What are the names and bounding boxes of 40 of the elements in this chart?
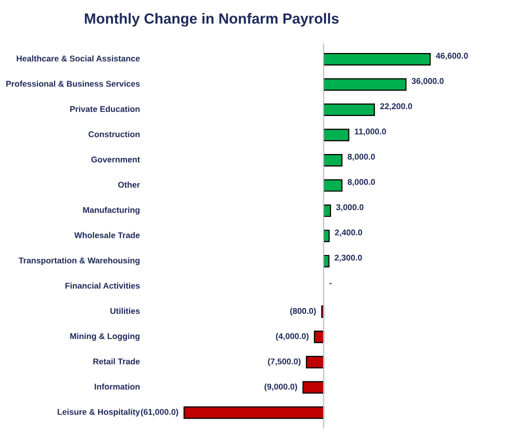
bar bbox=[323, 128, 350, 142]
data-label: 3,000.0 bbox=[336, 204, 364, 212]
y-tick-label: Information bbox=[94, 384, 140, 390]
data-label: (800.0) bbox=[290, 308, 316, 316]
data-label: (9,000.0) bbox=[264, 384, 298, 392]
bar bbox=[323, 179, 342, 192]
data-label: 46,600.0 bbox=[436, 52, 468, 60]
data-label: 22,200.0 bbox=[380, 103, 412, 110]
y-tick-label: Healthcare & Social Assistance bbox=[16, 55, 140, 62]
y-tick-label: Financial Activities bbox=[65, 282, 140, 289]
data-label: 2,300.0 bbox=[334, 254, 362, 262]
data-label: (4,000.0) bbox=[276, 333, 308, 341]
data-label: - bbox=[329, 283, 332, 284]
y-tick-label: Retail Trade bbox=[93, 358, 140, 364]
y-tick-label: Other bbox=[118, 182, 140, 188]
y-tick-label: Professional & Business Services bbox=[6, 80, 140, 87]
data-label: (7,500.0) bbox=[268, 358, 300, 366]
y-tick-label: Utilities bbox=[110, 308, 140, 314]
y-tick-label: Leisure & Hospitality bbox=[58, 408, 140, 417]
y-tick-label: Private Education bbox=[70, 106, 140, 112]
bar bbox=[323, 103, 375, 116]
data-label: 36,000.0 bbox=[412, 78, 444, 86]
bar bbox=[184, 406, 324, 419]
bar bbox=[306, 356, 324, 368]
y-tick-label: Wholesale Trade bbox=[74, 232, 140, 238]
chart-title: Monthly Change in Nonfarm Payrolls bbox=[84, 13, 339, 27]
y-tick-label: Manufacturing bbox=[83, 206, 140, 215]
bar bbox=[323, 78, 406, 91]
y-tick-label: Government bbox=[91, 156, 140, 162]
bar bbox=[323, 53, 431, 66]
data-label: 8,000.0 bbox=[348, 179, 375, 186]
y-tick-label: Construction bbox=[88, 131, 140, 138]
bar bbox=[302, 381, 324, 394]
bar bbox=[323, 154, 342, 166]
y-tick-label: Mining & Logging bbox=[70, 333, 140, 341]
y-tick-label: Transportation & Warehousing bbox=[18, 257, 140, 266]
data-label: 2,400.0 bbox=[334, 229, 362, 237]
data-label: (61,000.0) bbox=[140, 408, 178, 417]
data-label: 11,000.0 bbox=[354, 128, 386, 136]
data-label: 8,000.0 bbox=[348, 154, 375, 161]
